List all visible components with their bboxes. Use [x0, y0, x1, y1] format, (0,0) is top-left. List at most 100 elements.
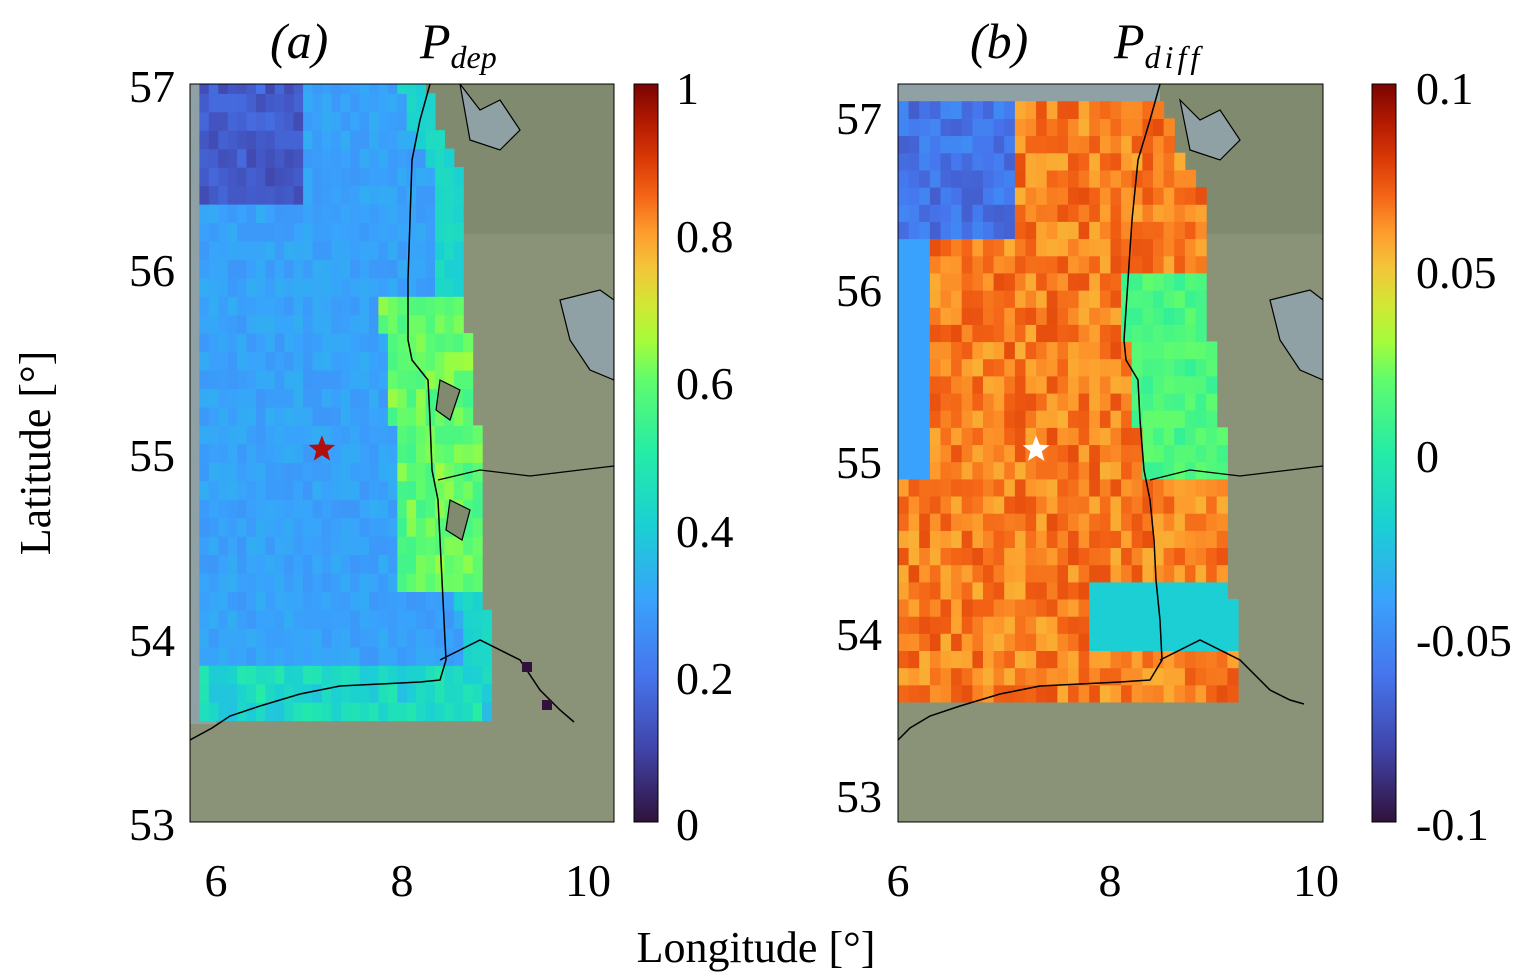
grid-cell — [1121, 410, 1133, 428]
grid-cell — [1089, 461, 1101, 480]
grid-cell — [416, 148, 427, 168]
grid-cell — [1142, 187, 1154, 205]
grid-cell — [350, 499, 361, 519]
grid-cell — [463, 462, 474, 482]
grid-cell — [1206, 530, 1218, 548]
grid-cell — [1057, 581, 1069, 600]
grid-cell — [284, 406, 295, 426]
grid-cell — [340, 84, 351, 94]
grid-cell — [1153, 461, 1165, 480]
grid-cell — [340, 370, 351, 390]
grid-cell — [397, 259, 408, 279]
grid-cell — [387, 93, 398, 113]
grid-cell — [256, 296, 266, 316]
grid-cell — [293, 646, 304, 666]
grid-cell — [1142, 307, 1154, 325]
grid-cell — [369, 591, 379, 611]
grid-cell — [1131, 684, 1143, 703]
grid-cell — [951, 392, 963, 411]
grid-cell — [406, 277, 417, 297]
grid-cell — [929, 667, 942, 686]
grid-cell — [274, 591, 285, 611]
grid-cell — [274, 480, 285, 500]
grid-cell — [961, 152, 973, 171]
grid-cell — [1110, 324, 1122, 343]
grid-cell — [397, 333, 408, 353]
grid-cell — [940, 633, 952, 651]
grid-cell — [961, 187, 973, 205]
grid-cell — [1142, 341, 1154, 360]
grid-cell — [227, 93, 238, 113]
grid-cell — [208, 259, 219, 279]
grid-cell — [331, 480, 342, 500]
grid-cell — [1057, 478, 1069, 497]
grid-cell — [397, 277, 408, 297]
grid-cell — [378, 591, 389, 611]
grid-cell — [321, 628, 332, 648]
grid-cell — [1131, 427, 1143, 446]
grid-cell — [1078, 461, 1090, 480]
grid-cell — [246, 314, 257, 334]
grid-cell — [919, 221, 931, 240]
grid-cell — [397, 646, 408, 666]
grid-cell — [256, 628, 266, 648]
grid-cell — [929, 221, 942, 240]
grid-cell — [237, 333, 248, 353]
grid-cell — [929, 290, 942, 308]
grid-cell — [387, 462, 398, 482]
grid-cell — [908, 581, 920, 600]
grid-cell — [1142, 684, 1154, 703]
grid-cell — [1195, 581, 1207, 600]
grid-cell — [919, 650, 931, 669]
grid-cell — [929, 633, 942, 651]
grid-cell — [369, 462, 379, 482]
grid-cell — [387, 370, 398, 390]
grid-cell — [1153, 530, 1165, 548]
grid-cell — [972, 324, 984, 343]
grid-cell — [284, 646, 295, 666]
grid-cell — [444, 609, 455, 629]
grid-cell — [463, 406, 474, 426]
grid-cell — [237, 425, 248, 445]
grid-cell — [919, 667, 931, 686]
grid-cell — [1046, 478, 1058, 497]
grid-cell — [1195, 410, 1207, 428]
grid-cell — [1046, 169, 1058, 188]
grid-cell — [378, 148, 389, 168]
grid-cell — [940, 495, 952, 514]
grid-cell — [1131, 478, 1143, 497]
grid-cell — [246, 111, 257, 131]
grid-cell — [331, 370, 342, 390]
grid-cell — [340, 93, 351, 113]
grid-cell — [1068, 461, 1080, 480]
grid-cell — [908, 221, 920, 240]
grid-cell — [237, 536, 248, 556]
grid-cell — [929, 616, 942, 634]
grid-cell — [1163, 358, 1175, 377]
grid-cell — [940, 358, 952, 377]
grid-cell — [293, 499, 304, 519]
grid-cell — [274, 93, 285, 113]
grid-cell — [993, 530, 1005, 548]
grid-cell — [993, 564, 1005, 583]
grid-cell — [898, 118, 910, 137]
grid-cell — [397, 130, 408, 150]
grid-cell — [350, 443, 361, 463]
grid-cell — [1068, 152, 1080, 171]
grid-cell — [1089, 616, 1101, 634]
grid-cell — [1163, 444, 1175, 463]
grid-cell — [919, 204, 931, 222]
grid-cell — [961, 290, 973, 308]
grid-cell — [303, 443, 314, 463]
grid-cell — [416, 314, 427, 334]
grid-cell — [1163, 410, 1175, 428]
grid-cell — [1110, 238, 1122, 257]
grid-cell — [463, 370, 474, 390]
grid-cell — [1142, 204, 1154, 222]
grid-cell — [951, 581, 963, 600]
grid-cell — [284, 203, 295, 223]
grid-cell — [237, 259, 248, 279]
grid-cell — [993, 358, 1005, 377]
grid-cell — [972, 255, 984, 274]
grid-cell — [1131, 444, 1143, 463]
